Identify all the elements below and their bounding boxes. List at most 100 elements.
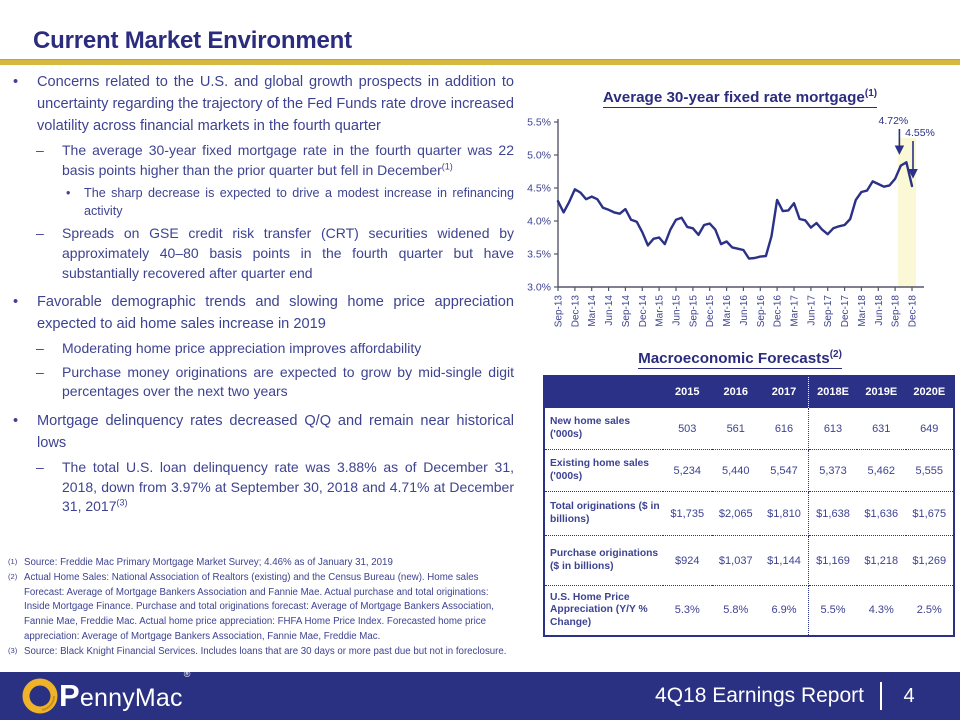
bullet-text: Favorable demographic trends and slowing… (37, 294, 514, 333)
table-row: Purchase originations ($ in billions) $92… (544, 535, 954, 586)
row-label: U.S. Home Price Appreciation (Y/Y % Chan… (550, 591, 648, 628)
table-cell: $1,269 (905, 535, 954, 586)
footnote-ref: (1) (441, 160, 453, 171)
registered-mark: ® (183, 669, 191, 679)
row-label: Purchase originations ($ in billions) (544, 535, 663, 586)
report-title: 4Q18 Earnings Report (655, 684, 864, 707)
rate-annotation-label: 4.55% (905, 127, 935, 139)
table-cell: 631 (857, 407, 906, 450)
table-cell: $1,638 (808, 491, 857, 536)
bullet-marker: – (36, 225, 44, 242)
brand-wordmark: PennyMac® (59, 669, 191, 713)
svg-text:Mar-18: Mar-18 (857, 295, 868, 327)
pennymac-logo: PennyMac® (16, 669, 191, 717)
table-cell: 613 (808, 407, 857, 450)
svg-text:Sep-13: Sep-13 (554, 295, 565, 328)
pennymac-coin-icon (22, 678, 58, 714)
column-header-2016: 2016 (711, 376, 760, 408)
table-cell: 4.3% (868, 604, 894, 617)
footer-bar: PennyMac® 4Q18 Earnings Report 4 (0, 669, 960, 720)
footnote-item: (1) Source: Freddie Mac Primary Mortgage … (8, 556, 516, 571)
svg-text:Mar-16: Mar-16 (722, 295, 733, 327)
footnote-marker: (1) (8, 557, 18, 566)
footnote-marker: (3) (8, 645, 18, 655)
bullet-list: • Concerns related to the U.S. and global… (8, 71, 514, 517)
table-row: Total originations ($ in billions) $1,735… (544, 491, 954, 536)
bullet-item-level-2: – Purchase money originations are expecte… (34, 363, 514, 402)
table-cell: $1,218 (857, 535, 906, 586)
svg-text:3.5%: 3.5% (527, 249, 551, 261)
table-cell: 616 (760, 407, 809, 450)
table-cell: $924 (663, 535, 712, 586)
bullet-marker: • (66, 186, 71, 201)
rate-line (556, 161, 914, 260)
bullet-item-level-1: • Concerns related to the U.S. and global… (8, 71, 514, 137)
table-row: New home sales ('000s) 503 561 616 613 631 649 (544, 407, 954, 450)
table-cell: 5,547 (760, 449, 809, 492)
table-cell: 5,555 (905, 449, 954, 492)
footnote-item: (3) Source: Black Knight Financial Servic… (8, 645, 516, 660)
bullet-item-level-2: – Spreads on GSE credit risk transfer (CR… (34, 224, 514, 283)
table-title-footnote-ref: (2) (829, 349, 842, 360)
svg-text:Dec-16: Dec-16 (773, 295, 784, 328)
bullet-text: The average 30-year fixed mortgage rate … (62, 142, 514, 178)
svg-text:Dec-18: Dec-18 (908, 295, 919, 328)
bullet-item-level-3: • The sharp decrease is expected to drive… (66, 185, 514, 220)
table-cell: 5.8% (723, 604, 749, 617)
svg-text:Jun-17: Jun-17 (806, 295, 817, 326)
table-cell: 5.5% (820, 604, 846, 617)
table-cell: 649 (905, 407, 954, 450)
bullet-marker: • (13, 74, 19, 90)
table-cell: $1,144 (760, 535, 809, 586)
svg-text:Jun-15: Jun-15 (672, 295, 683, 326)
svg-text:Sep-14: Sep-14 (621, 295, 632, 328)
footnote-text: Source: Freddie Mac Primary Mortgage Mar… (24, 557, 393, 568)
bullet-text: The sharp decrease is expected to drive … (84, 186, 514, 218)
chart-title-text: Average 30-year fixed rate mortgage (602, 89, 865, 107)
svg-text:Jun-18: Jun-18 (874, 295, 885, 326)
svg-text:Sep-16: Sep-16 (756, 295, 767, 328)
svg-text:Dec-17: Dec-17 (840, 295, 851, 328)
bullet-text: Concerns related to the U.S. and global … (37, 74, 514, 134)
footnotes: (1) Source: Freddie Mac Primary Mortgage … (8, 556, 516, 660)
rate-annotation-label: 4.72% (879, 115, 909, 127)
svg-text:Sep-18: Sep-18 (891, 295, 902, 328)
table-title: Macroeconomic Forecasts(2) (520, 349, 960, 370)
bullet-marker: • (13, 412, 19, 429)
svg-text:5.0%: 5.0% (527, 150, 551, 162)
svg-text:Dec-15: Dec-15 (705, 295, 716, 328)
row-label: Existing home sales ('000s) (544, 449, 663, 492)
table-cell: 6.9% (760, 585, 809, 636)
table-cell: $1,810 (760, 491, 809, 536)
svg-text:Mar-15: Mar-15 (655, 295, 666, 327)
svg-text:Jun-16: Jun-16 (739, 295, 750, 326)
table-row: Existing home sales ('000s) 5,234 5,440 5,5… (544, 449, 954, 492)
svg-text:Sep-15: Sep-15 (688, 295, 699, 328)
footnote-ref: (3) (116, 497, 128, 508)
bullet-text: Moderating home price appreciation impro… (62, 340, 422, 357)
table-title-text: Macroeconomic Forecasts (638, 350, 830, 368)
column-header-2019E: 2019E (857, 376, 906, 408)
table-cell: 561 (711, 407, 760, 450)
table-cell: $1,037 (711, 535, 760, 586)
mortgage-rate-chart: 5.5% 5.0% 4.5% 4.0% 3.5% 3.0%Sep-13 Dec-13 Mar-… (527, 115, 935, 328)
svg-text:Mar-17: Mar-17 (790, 295, 801, 327)
bullet-item-level-1: • Favorable demographic trends and slowin… (8, 291, 514, 335)
chart-axes (557, 119, 924, 288)
table-cell: 5.3% (674, 604, 700, 617)
column-header-2018E: 2018E (808, 376, 857, 408)
table-corner-cell (544, 376, 663, 408)
bullet-marker: – (36, 142, 44, 158)
svg-text:Dec-14: Dec-14 (638, 295, 649, 328)
svg-text:Mar-14: Mar-14 (587, 295, 598, 327)
column-header-2020E: 2020E (905, 376, 954, 408)
table-cell: 5,462 (857, 449, 906, 492)
bullet-marker: • (13, 294, 19, 311)
bullet-item-level-1: • Mortgage delinquency rates decreased Q/… (8, 410, 514, 454)
svg-text:Sep-17: Sep-17 (823, 295, 834, 328)
footer-divider (880, 682, 882, 710)
table-cell: $1,636 (857, 491, 906, 536)
table-cell: 5,373 (808, 449, 857, 492)
table-cell: $2,065 (711, 491, 760, 536)
